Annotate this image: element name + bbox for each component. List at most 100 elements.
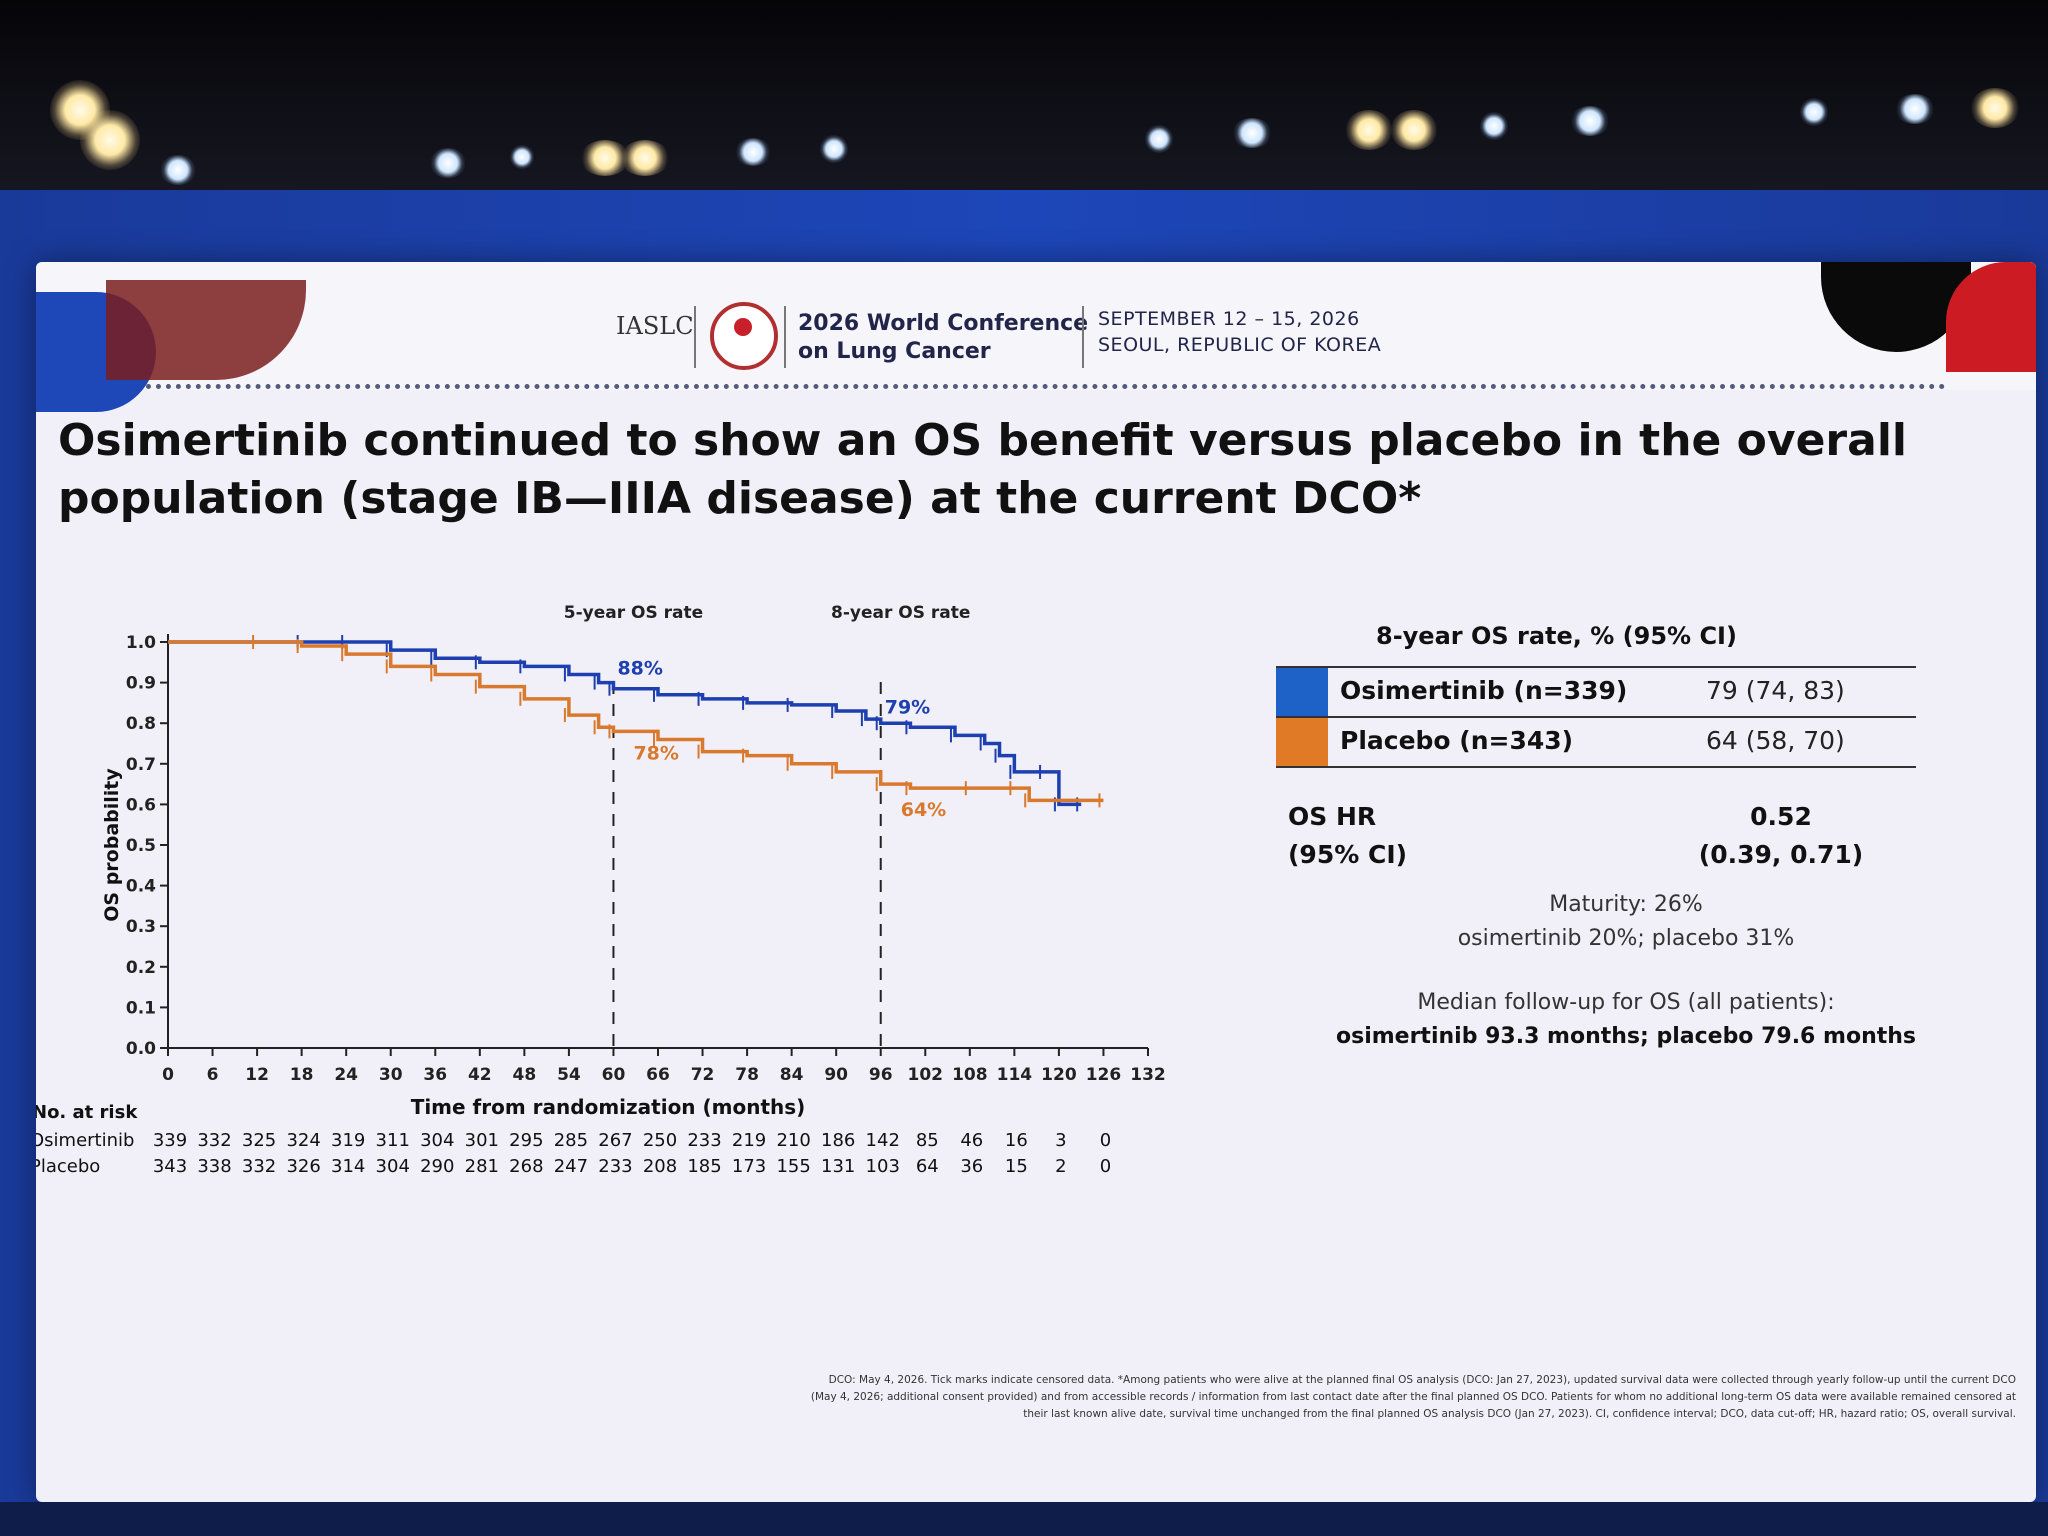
x-tick-label: 0 [162,1065,174,1085]
risk-value: 295 [509,1130,543,1151]
footnote-line: their last known alive date, survival ti… [1023,1408,2016,1420]
x-tick-label: 72 [691,1065,715,1085]
rate-label: 88% [617,658,662,680]
km-curve-placebo [168,640,1104,803]
x-tick-label: 132 [1130,1065,1166,1085]
slide-banner: IASLC 2026 World Conference on Lung Canc… [36,262,2036,412]
x-tick-label: 126 [1086,1065,1122,1085]
risk-value: 233 [687,1130,721,1151]
panel-row-placebo: Placebo (n=343) 64 (58, 70) [1276,718,1916,766]
risk-value: 281 [465,1156,499,1177]
decorative-shape [1946,262,2036,372]
followup-label: Median follow-up for OS (all patients): [1417,990,1835,1015]
risk-value: 268 [509,1156,543,1177]
km-chart: 0.0 0.1 0.2 0.3 0.4 0.5 0.6 0.7 0.8 0.9 1.0 0 6 12 18 2… [36,603,1166,1177]
risk-value: 267 [598,1130,632,1151]
x-tick-label: 6 [207,1065,219,1085]
stage-light [1480,112,1508,140]
stage-light [820,135,848,163]
x-tick-label: 120 [1041,1065,1077,1085]
y-tick-label: 0.7 [126,755,156,775]
x-tick-label: 66 [646,1065,670,1085]
hr-ci-label: (95% CI) [1288,840,1408,869]
risk-value: 46 [960,1130,983,1151]
conference-date: SEPTEMBER 12 – 15, 2026 SEOUL, REPUBLIC … [1098,306,1381,358]
conference-date-line: SEPTEMBER 12 – 15, 2026 [1098,308,1360,330]
x-tick-label: 36 [423,1065,447,1085]
risk-value: 304 [420,1130,454,1151]
risk-value: 16 [1005,1130,1028,1151]
placebo-swatch [1276,718,1328,766]
stage-light [1390,110,1438,150]
km-curve-osimertinib [168,640,1082,807]
footnote-line: (May 4, 2026; additional consent provide… [810,1391,2016,1403]
panel-row-label: Osimertinib (n=339) [1340,676,1628,705]
risk-value: 332 [242,1156,276,1177]
panel-rule [1276,716,1916,718]
risk-value: 233 [598,1156,632,1177]
results-panel: 8-year OS rate, % (95% CI) Osimertinib (… [1266,622,1966,1182]
x-tick-label: 48 [513,1065,537,1085]
panel-row-osimertinib: Osimertinib (n=339) 79 (74, 83) [1276,668,1916,716]
panel-row-value: 64 (58, 70) [1706,726,1845,755]
stage-light [80,110,140,170]
stage-light [510,145,534,169]
risk-value: 131 [821,1156,855,1177]
x-tick-label: 54 [557,1065,581,1085]
stage-light [1232,118,1272,148]
risk-value: 15 [1005,1156,1028,1177]
stage-light [1800,98,1828,126]
presentation-slide: IASLC 2026 World Conference on Lung Canc… [36,262,2036,1502]
risk-value: 319 [331,1130,365,1151]
y-tick-label: 0.5 [126,836,156,856]
risk-table-title: No. at risk [36,1102,138,1123]
risk-value: 304 [376,1156,410,1177]
y-tick-label: 0.2 [126,958,156,978]
x-tick-label: 90 [824,1065,848,1085]
y-tick-label: 0.3 [126,917,156,937]
header-divider [784,306,786,368]
x-tick-label: 78 [735,1065,759,1085]
maturity-detail: osimertinib 20%; placebo 31% [1457,926,1795,951]
iaslc-logo: IASLC [616,312,694,340]
y-axis-label: OS probability [101,768,123,922]
conference-name-line2: on Lung Cancer [798,339,991,364]
slide-title: Osimertinib continued to show an OS bene… [58,412,1998,528]
x-tick-label: 42 [468,1065,492,1085]
conference-seal-icon [710,302,778,370]
risk-value: 210 [776,1130,810,1151]
risk-row-label: Osimertinib [36,1130,134,1151]
risk-value: 338 [197,1156,231,1177]
stage-light [1145,125,1173,153]
panel-rule [1276,666,1916,668]
risk-value: 3 [1055,1130,1066,1151]
milestone-label: 5-year OS rate [564,603,703,623]
conference-name: 2026 World Conference on Lung Cancer [798,310,1098,366]
x-tick-label: 102 [908,1065,944,1085]
risk-value: 85 [916,1130,939,1151]
risk-value: 314 [331,1156,365,1177]
stage-light [735,138,771,166]
stage-light [1570,106,1610,136]
panel-rule [1276,766,1916,768]
risk-value: 250 [643,1130,677,1151]
hr-value: 0.52 [1750,802,1812,831]
risk-value: 0 [1100,1130,1111,1151]
x-tick-label: 24 [334,1065,358,1085]
risk-value: 64 [916,1156,939,1177]
x-tick-label: 30 [379,1065,403,1085]
risk-value: 332 [197,1130,231,1151]
y-tick-label: 0.4 [126,877,156,897]
y-tick-label: 0.6 [126,795,156,815]
milestone-label: 8-year OS rate [831,603,970,623]
risk-value: 290 [420,1156,454,1177]
risk-value: 343 [153,1156,187,1177]
slide-title-line2: population (stage IB—IIIA disease) at th… [58,473,1422,524]
x-tick-label: 96 [869,1065,893,1085]
followup-value: osimertinib 93.3 months; placebo 79.6 mo… [1335,1024,1916,1049]
risk-value: 208 [643,1156,677,1177]
x-tick-label: 18 [290,1065,314,1085]
y-tick-label: 0.8 [126,714,156,734]
screen-bottom-edge [0,1502,2048,1536]
rate-label: 64% [901,799,946,821]
